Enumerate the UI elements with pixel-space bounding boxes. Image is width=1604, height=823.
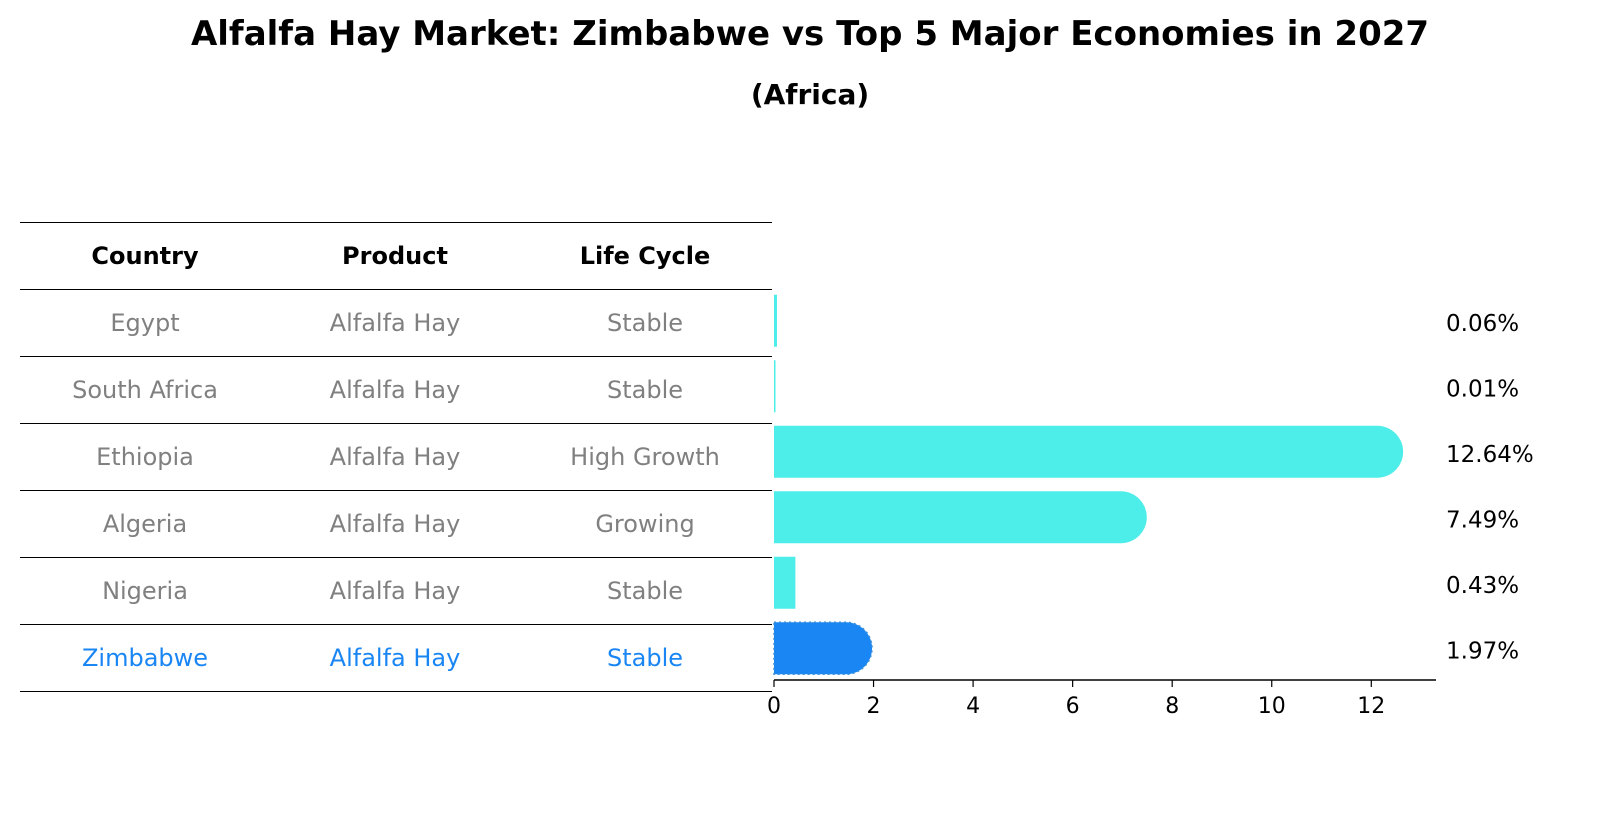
table-row: Nigeria Alfalfa Hay Stable [20, 558, 772, 624]
table-rule [20, 557, 772, 558]
cell-product: Alfalfa Hay [329, 309, 461, 337]
cell-product: Alfalfa Hay [329, 577, 461, 605]
header-life-cycle: Life Cycle [579, 242, 711, 270]
table-row: South Africa Alfalfa Hay Stable [20, 357, 772, 423]
table-rule [20, 289, 772, 290]
table-row: Zimbabwe Alfalfa Hay Stable [20, 625, 772, 691]
cell-product: Alfalfa Hay [329, 510, 461, 538]
table-rule [20, 356, 772, 357]
bar [774, 556, 796, 609]
table-row: Ethiopia Alfalfa Hay High Growth [20, 424, 772, 490]
x-tick-label: 0 [767, 694, 781, 719]
cell-country: Egypt [110, 309, 180, 337]
cell-life-cycle: Stable [606, 577, 684, 605]
x-tick-label: 12 [1357, 694, 1385, 719]
bar [773, 621, 873, 675]
x-tick-label: 6 [1066, 694, 1080, 719]
data-table: Country Product Life Cycle Egypt Alfalfa… [20, 222, 772, 692]
table-row: Egypt Alfalfa Hay Stable [20, 290, 772, 356]
table-row: Algeria Alfalfa Hay Growing [20, 491, 772, 557]
cell-life-cycle: Stable [606, 644, 684, 672]
cell-product: Alfalfa Hay [329, 443, 461, 471]
bar-value-label: 12.64% [1446, 442, 1534, 468]
x-tick-label: 8 [1165, 694, 1179, 719]
bar-value-label: 0.01% [1446, 376, 1519, 402]
table-top-rule [20, 222, 772, 223]
cell-product: Alfalfa Hay [329, 644, 461, 672]
bar-value-label: 0.43% [1446, 573, 1519, 599]
header-product: Product [342, 242, 448, 270]
x-tick-label: 2 [867, 694, 881, 719]
cell-product: Alfalfa Hay [329, 376, 461, 404]
cell-country: Nigeria [102, 577, 188, 605]
cell-country: Algeria [102, 510, 188, 538]
table-header-row: Country Product Life Cycle [20, 223, 772, 289]
header-country: Country [91, 242, 199, 270]
bar [774, 360, 776, 413]
table-rule [20, 624, 772, 625]
table-rule [20, 490, 772, 491]
bar [774, 425, 1404, 478]
x-tick-label: 10 [1258, 694, 1286, 719]
cell-life-cycle: Growing [595, 510, 695, 538]
cell-life-cycle: Stable [606, 376, 684, 404]
x-tick-label: 4 [966, 694, 980, 719]
bar [774, 491, 1147, 544]
table-bottom-rule [20, 691, 772, 692]
cell-country: Ethiopia [96, 443, 194, 471]
bar-value-label: 7.49% [1446, 507, 1519, 533]
cell-life-cycle: High Growth [570, 443, 720, 471]
chart-subtitle: (Africa) [750, 78, 870, 111]
chart-title: Alfalfa Hay Market: Zimbabwe vs Top 5 Ma… [190, 14, 1430, 54]
cell-country: Zimbabwe [81, 644, 209, 672]
table-rule [20, 423, 772, 424]
cell-country: South Africa [72, 376, 218, 404]
bar-value-label: 0.06% [1446, 311, 1519, 337]
bar [774, 294, 777, 347]
cell-life-cycle: Stable [606, 309, 684, 337]
bar-value-label: 1.97% [1446, 638, 1519, 664]
